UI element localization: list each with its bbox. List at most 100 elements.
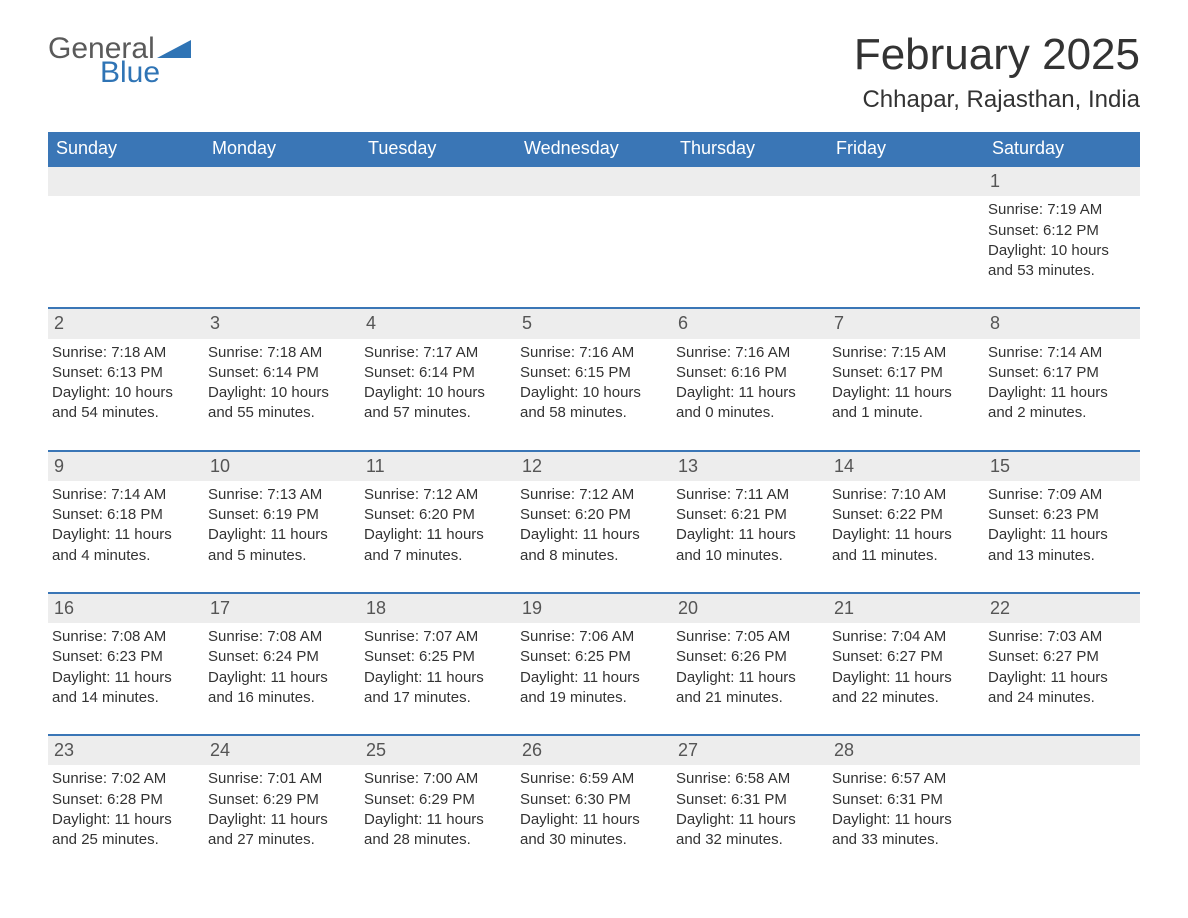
sunrise-line: Sunrise: 7:00 AM <box>364 769 510 789</box>
calendar-day: 12 Sunrise: 7:12 AMSunset: 6:20 PMDayligh… <box>516 450 672 592</box>
calendar-week: 2Sunrise: 7:18 AMSunset: 6:13 PMDaylight… <box>48 307 1140 449</box>
day-details: Sunrise: 7:01 AMSunset: 6:29 PMDaylight:… <box>206 769 354 850</box>
sunrise-line: Sunrise: 7:10 AM <box>832 485 978 505</box>
sunset-line: Sunset: 6:13 PM <box>52 363 198 383</box>
day-details: Sunrise: 7:08 AMSunset: 6:23 PMDaylight:… <box>50 627 198 708</box>
sunrise-line: Sunrise: 7:02 AM <box>52 769 198 789</box>
sunrise-line: Sunrise: 7:07 AM <box>364 627 510 647</box>
sunrise-line: Sunrise: 7:14 AM <box>52 485 198 505</box>
daylight-line: Daylight: 10 hours and 54 minutes. <box>52 383 198 424</box>
weekday-cell: Sunday <box>48 132 204 167</box>
sunset-line: Sunset: 6:27 PM <box>988 647 1134 667</box>
day-number: 12 <box>516 450 672 481</box>
calendar-day: 22 Sunrise: 7:03 AMSunset: 6:27 PMDayligh… <box>984 592 1140 734</box>
day-details: Sunrise: 6:59 AMSunset: 6:30 PMDaylight:… <box>518 769 666 850</box>
day-number: 1 <box>984 167 1140 196</box>
day-number: 19 <box>516 592 672 623</box>
calendar-day <box>828 167 984 307</box>
day-number: 10 <box>204 450 360 481</box>
day-number: 8 <box>984 307 1140 338</box>
sunrise-line: Sunrise: 7:12 AM <box>364 485 510 505</box>
sunset-line: Sunset: 6:23 PM <box>988 505 1134 525</box>
day-details: Sunrise: 7:16 AMSunset: 6:15 PMDaylight:… <box>518 343 666 424</box>
sunrise-line: Sunrise: 7:04 AM <box>832 627 978 647</box>
sunrise-line: Sunrise: 7:11 AM <box>676 485 822 505</box>
day-details: Sunrise: 7:03 AMSunset: 6:27 PMDaylight:… <box>986 627 1134 708</box>
daylight-line: Daylight: 11 hours and 21 minutes. <box>676 668 822 709</box>
day-number: 25 <box>360 734 516 765</box>
calendar-day: 1 Sunrise: 7:19 AMSunset: 6:12 PMDaylight… <box>984 167 1140 307</box>
day-details: Sunrise: 7:08 AMSunset: 6:24 PMDaylight:… <box>206 627 354 708</box>
day-details: Sunrise: 7:10 AMSunset: 6:22 PMDaylight:… <box>830 485 978 566</box>
calendar-day: 20Sunrise: 7:05 AMSunset: 6:26 PMDayligh… <box>672 592 828 734</box>
sunrise-line: Sunrise: 7:15 AM <box>832 343 978 363</box>
sunset-line: Sunset: 6:25 PM <box>520 647 666 667</box>
daylight-line: Daylight: 11 hours and 28 minutes. <box>364 810 510 851</box>
month-title: February 2025 <box>854 30 1140 80</box>
calendar-week: 16Sunrise: 7:08 AMSunset: 6:23 PMDayligh… <box>48 592 1140 734</box>
sunrise-line: Sunrise: 7:05 AM <box>676 627 822 647</box>
day-details: Sunrise: 7:13 AMSunset: 6:19 PMDaylight:… <box>206 485 354 566</box>
calendar-week: 9 Sunrise: 7:14 AMSunset: 6:18 PMDaylight… <box>48 450 1140 592</box>
day-details: Sunrise: 7:02 AMSunset: 6:28 PMDaylight:… <box>50 769 198 850</box>
day-details: Sunrise: 7:16 AMSunset: 6:16 PMDaylight:… <box>674 343 822 424</box>
day-details: Sunrise: 7:15 AMSunset: 6:17 PMDaylight:… <box>830 343 978 424</box>
daylight-line: Daylight: 11 hours and 0 minutes. <box>676 383 822 424</box>
day-details: Sunrise: 7:14 AMSunset: 6:18 PMDaylight:… <box>50 485 198 566</box>
calendar-day <box>516 167 672 307</box>
sunset-line: Sunset: 6:26 PM <box>676 647 822 667</box>
day-number: 24 <box>204 734 360 765</box>
calendar-day: 24 Sunrise: 7:01 AMSunset: 6:29 PMDayligh… <box>204 734 360 876</box>
calendar-week: 23Sunrise: 7:02 AMSunset: 6:28 PMDayligh… <box>48 734 1140 876</box>
weekday-header-row: Sunday Monday Tuesday Wednesday Thursday… <box>48 132 1140 167</box>
calendar-day: 16 Sunrise: 7:08 AMSunset: 6:23 PMDayligh… <box>48 592 204 734</box>
calendar-week: 1 Sunrise: 7:19 AMSunset: 6:12 PMDaylight… <box>48 167 1140 307</box>
day-details: Sunrise: 7:12 AMSunset: 6:20 PMDaylight:… <box>518 485 666 566</box>
sunrise-line: Sunrise: 7:03 AM <box>988 627 1134 647</box>
weekday-cell: Saturday <box>984 132 1140 167</box>
calendar-day: 7Sunrise: 7:15 AMSunset: 6:17 PMDaylight… <box>828 307 984 449</box>
calendar-day <box>984 734 1140 876</box>
daylight-line: Daylight: 11 hours and 2 minutes. <box>988 383 1134 424</box>
day-number <box>48 167 204 196</box>
sunset-line: Sunset: 6:24 PM <box>208 647 354 667</box>
calendar-day: 23Sunrise: 7:02 AMSunset: 6:28 PMDayligh… <box>48 734 204 876</box>
sunrise-line: Sunrise: 6:59 AM <box>520 769 666 789</box>
sunrise-line: Sunrise: 7:08 AM <box>208 627 354 647</box>
day-number: 16 <box>48 592 204 623</box>
weekday-cell: Tuesday <box>360 132 516 167</box>
day-number: 22 <box>984 592 1140 623</box>
calendar-grid: 1 Sunrise: 7:19 AMSunset: 6:12 PMDaylight… <box>48 167 1140 876</box>
daylight-line: Daylight: 11 hours and 16 minutes. <box>208 668 354 709</box>
day-number: 26 <box>516 734 672 765</box>
day-number: 6 <box>672 307 828 338</box>
calendar-day: 14Sunrise: 7:10 AMSunset: 6:22 PMDayligh… <box>828 450 984 592</box>
calendar-day: 19 Sunrise: 7:06 AMSunset: 6:25 PMDayligh… <box>516 592 672 734</box>
day-details: Sunrise: 7:09 AMSunset: 6:23 PMDaylight:… <box>986 485 1134 566</box>
daylight-line: Daylight: 10 hours and 53 minutes. <box>988 241 1134 282</box>
day-number: 9 <box>48 450 204 481</box>
day-details: Sunrise: 7:11 AMSunset: 6:21 PMDaylight:… <box>674 485 822 566</box>
daylight-line: Daylight: 11 hours and 14 minutes. <box>52 668 198 709</box>
calendar-day <box>48 167 204 307</box>
sunset-line: Sunset: 6:23 PM <box>52 647 198 667</box>
day-number: 3 <box>204 307 360 338</box>
sunrise-line: Sunrise: 7:09 AM <box>988 485 1134 505</box>
daylight-line: Daylight: 11 hours and 19 minutes. <box>520 668 666 709</box>
calendar-day: 6 Sunrise: 7:16 AMSunset: 6:16 PMDaylight… <box>672 307 828 449</box>
daylight-line: Daylight: 10 hours and 55 minutes. <box>208 383 354 424</box>
calendar-day: 9 Sunrise: 7:14 AMSunset: 6:18 PMDaylight… <box>48 450 204 592</box>
day-number: 4 <box>360 307 516 338</box>
day-details: Sunrise: 6:58 AMSunset: 6:31 PMDaylight:… <box>674 769 822 850</box>
day-details: Sunrise: 7:06 AMSunset: 6:25 PMDaylight:… <box>518 627 666 708</box>
day-number: 11 <box>360 450 516 481</box>
calendar-day: 8 Sunrise: 7:14 AMSunset: 6:17 PMDaylight… <box>984 307 1140 449</box>
day-details: Sunrise: 7:19 AMSunset: 6:12 PMDaylight:… <box>986 200 1134 281</box>
day-details: Sunrise: 7:14 AMSunset: 6:17 PMDaylight:… <box>986 343 1134 424</box>
day-number: 21 <box>828 592 984 623</box>
day-details: Sunrise: 7:17 AMSunset: 6:14 PMDaylight:… <box>362 343 510 424</box>
calendar-day <box>672 167 828 307</box>
daylight-line: Daylight: 11 hours and 27 minutes. <box>208 810 354 851</box>
sunrise-line: Sunrise: 7:16 AM <box>520 343 666 363</box>
daylight-line: Daylight: 11 hours and 17 minutes. <box>364 668 510 709</box>
